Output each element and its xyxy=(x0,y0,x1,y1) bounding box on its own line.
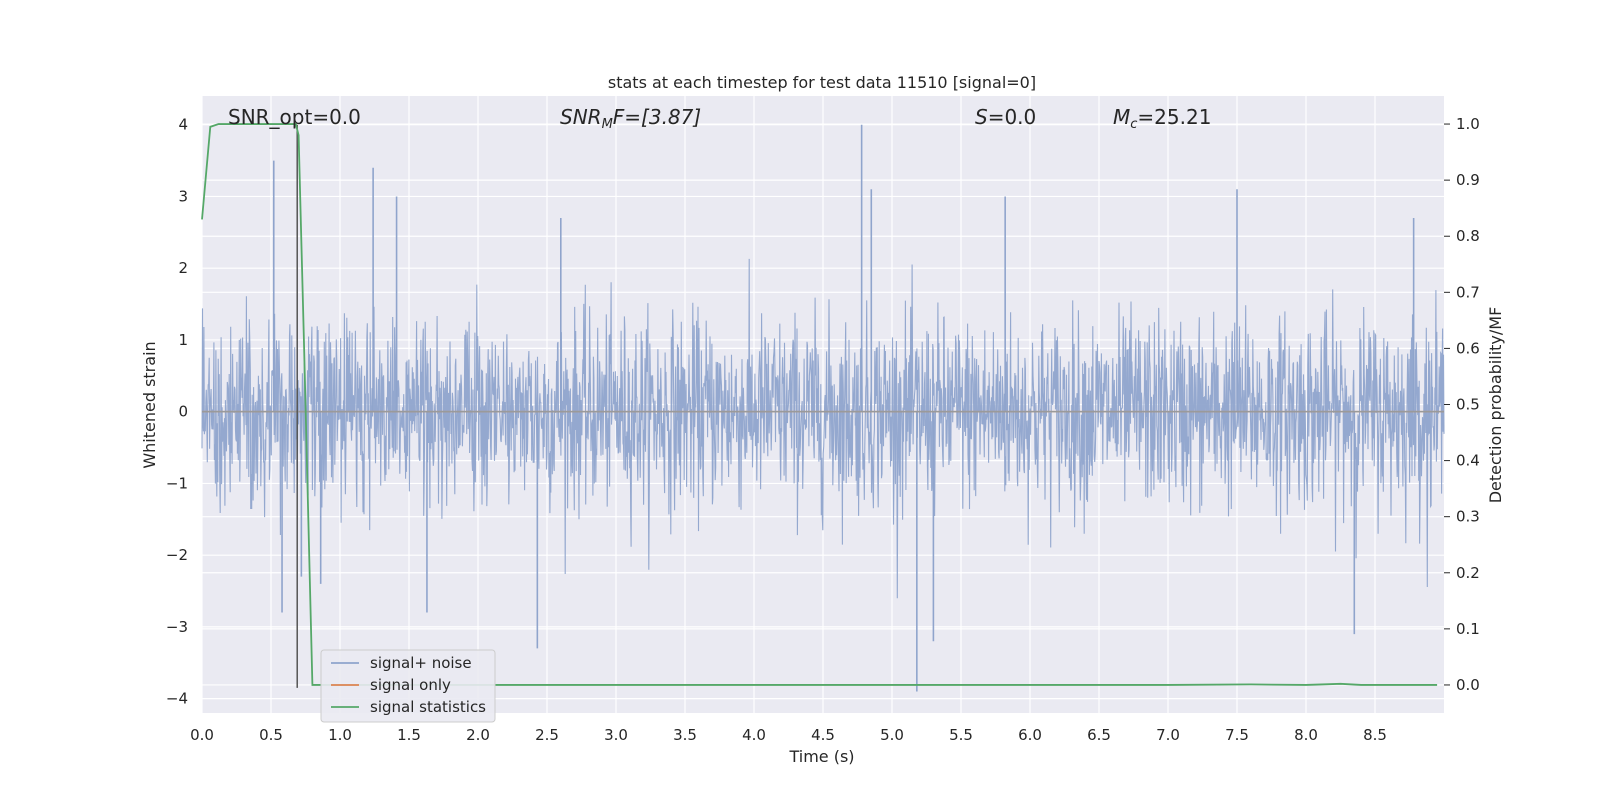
y2-tick-label: 0.7 xyxy=(1456,283,1480,301)
annotation-snr-mf: SNRMF=[3.87] xyxy=(560,105,701,132)
y2-tick-label: 0.5 xyxy=(1456,396,1480,414)
legend-box xyxy=(320,649,496,723)
y-axis-label: Whitened strain xyxy=(140,341,159,468)
x-tick-label: 6.0 xyxy=(1018,726,1042,744)
annotation-snr-mf-main: SNR xyxy=(560,105,602,129)
annotation-s-main: S xyxy=(975,105,988,129)
annotation-mc-sub: c xyxy=(1130,117,1137,132)
annotation-mc: Mc=25.21 xyxy=(1113,105,1211,132)
x-tick-label: 5.5 xyxy=(949,726,973,744)
annotation-s-rest: =0.0 xyxy=(988,105,1037,129)
annotation-mc-rest: =25.21 xyxy=(1137,105,1211,129)
y2-tick-label: 0.2 xyxy=(1456,564,1480,582)
y-tick-label: −3 xyxy=(166,618,188,636)
x-tick-label: 7.0 xyxy=(1156,726,1180,744)
x-tick-labels: 0.0 0.5 1.0 1.5 2.0 2.5 3.0 3.5 4.0 4.5 5.0 5.5 6.0 6… xyxy=(190,726,1387,744)
legend-label-signal-only: signal only xyxy=(370,676,451,694)
annotation-s: S=0.0 xyxy=(975,105,1036,129)
y-tick-labels: 4 3 2 1 0 −1 −2 −3 −4 xyxy=(166,116,188,708)
y2-axis-label: Detection probability/MF xyxy=(1486,307,1505,504)
annotation-snr-mf-rest: F=[3.87] xyxy=(613,105,701,129)
legend: signal+ noise signal only signal statist… xyxy=(320,649,496,723)
legend-label-signal-statistics: signal statistics xyxy=(370,698,486,716)
y-tick-label: 4 xyxy=(178,116,188,134)
y-tick-label: 2 xyxy=(178,259,188,277)
x-tick-label: 7.5 xyxy=(1225,726,1249,744)
chart-title: stats at each timestep for test data 115… xyxy=(608,73,1036,92)
annotation-snr-opt: SNR_opt=0.0 xyxy=(228,105,361,129)
x-tick-label: 4.5 xyxy=(811,726,835,744)
y-tick-label: 1 xyxy=(178,331,188,349)
x-tick-label: 3.0 xyxy=(604,726,628,744)
y2-tick-label: 0.0 xyxy=(1456,676,1480,694)
y2-tick-label: 0.4 xyxy=(1456,452,1480,470)
y2-tick-labels: 1.0 0.9 0.8 0.7 0.6 0.5 0.4 0.3 0.2 0.1 0.0 xyxy=(1444,115,1480,694)
y2-tick-label: 0.9 xyxy=(1456,171,1480,189)
x-tick-label: 5.0 xyxy=(880,726,904,744)
x-tick-label: 6.5 xyxy=(1087,726,1111,744)
y-tick-label: −2 xyxy=(166,546,188,564)
x-tick-label: 1.5 xyxy=(397,726,421,744)
x-tick-label: 0.0 xyxy=(190,726,214,744)
y-tick-label: −4 xyxy=(166,690,188,708)
y-tick-label: 3 xyxy=(178,187,188,205)
x-tick-label: 0.5 xyxy=(259,726,283,744)
x-axis-label: Time (s) xyxy=(788,747,854,766)
y2-tick-label: 0.8 xyxy=(1456,227,1480,245)
y2-tick-label: 0.1 xyxy=(1456,620,1480,638)
x-tick-label: 2.5 xyxy=(535,726,559,744)
x-tick-label: 8.0 xyxy=(1294,726,1318,744)
lines-layer xyxy=(201,123,1444,688)
annotation-snr-mf-sub: M xyxy=(602,117,613,132)
annotation-mc-main: M xyxy=(1113,105,1130,129)
x-tick-label: 8.5 xyxy=(1363,726,1387,744)
y2-tick-label: 1.0 xyxy=(1456,115,1480,133)
y2-tick-label: 0.3 xyxy=(1456,508,1480,526)
y2-tick-label: 0.6 xyxy=(1456,339,1480,357)
x-tick-label: 2.0 xyxy=(466,726,490,744)
series-signal-noise-line xyxy=(201,258,1445,599)
signal-noise-series xyxy=(201,124,1445,692)
x-tick-label: 3.5 xyxy=(673,726,697,744)
y-tick-label: −1 xyxy=(166,474,188,492)
legend-label-signal-noise: signal+ noise xyxy=(370,654,472,672)
x-tick-label: 1.0 xyxy=(328,726,352,744)
y-tick-label: 0 xyxy=(178,403,188,421)
x-tick-label: 4.0 xyxy=(742,726,766,744)
